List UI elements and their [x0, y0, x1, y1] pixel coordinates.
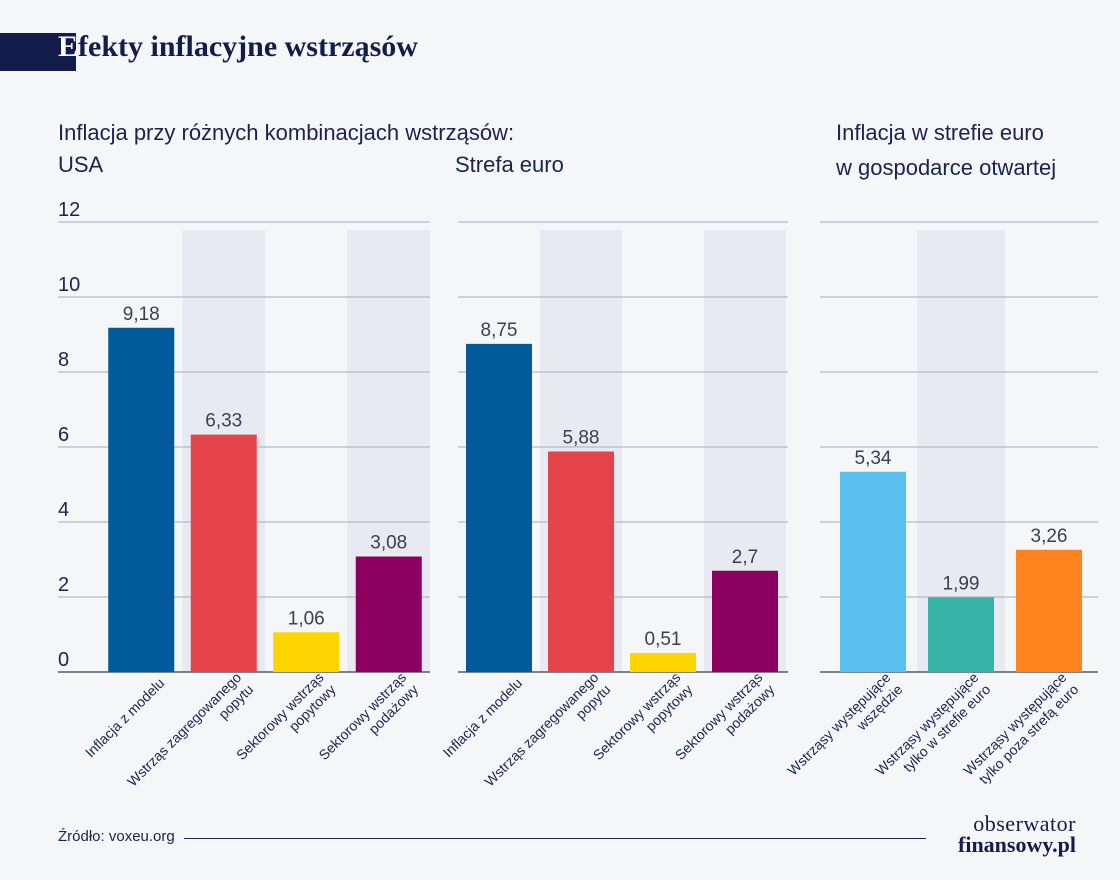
y-tick-label: 6: [58, 424, 69, 446]
bar: [928, 597, 994, 672]
y-tick-label: 4: [58, 499, 69, 521]
logo-line1: obserwator: [973, 811, 1076, 836]
page-title: Efekty inflacyjne wstrząsów: [58, 30, 418, 64]
category-label-line: tylko poza strefą euro: [976, 681, 1082, 787]
data-label: 1,06: [288, 608, 325, 629]
data-label: 3,26: [1031, 526, 1068, 547]
subtitle-right-line2: w gospodarce otwartej: [836, 155, 1057, 180]
title-band: [0, 33, 76, 71]
title-first-letter: E: [58, 30, 79, 63]
bar: [108, 327, 175, 672]
bar: [190, 434, 257, 672]
category-label-line: Wstrząs zagregowanego: [481, 669, 601, 789]
subtitle-right-line1: Inflacja w strefie euro: [836, 120, 1044, 145]
bar: [1016, 549, 1082, 672]
bar: [712, 570, 778, 672]
data-label: 3,08: [370, 533, 407, 554]
category-label-line: Wstrząs zagregowanego: [124, 669, 244, 789]
subtitle-euro: Strefa euro: [455, 152, 564, 177]
data-label: 0,51: [645, 629, 682, 650]
data-label: 2,7: [732, 547, 758, 568]
data-label: 8,75: [481, 320, 518, 341]
y-tick-label: 8: [58, 349, 69, 371]
subtitle-left: Inflacja przy różnych kombinacjach wstrz…: [58, 120, 515, 145]
bar: [273, 632, 340, 672]
y-tick-label: 0: [58, 649, 69, 671]
data-label: 1,99: [943, 573, 980, 594]
bar: [466, 343, 532, 672]
data-label: 5,88: [563, 428, 600, 449]
source-text: Źródło: voxeu.org: [58, 828, 175, 845]
data-label: 5,34: [855, 448, 892, 469]
bar: [355, 556, 422, 672]
y-tick-label: 12: [58, 199, 80, 221]
bar: [630, 652, 696, 672]
data-label: 9,18: [123, 304, 160, 325]
logo: obserwator finansowy.pl: [936, 811, 1076, 857]
logo-line2: finansowy.pl: [958, 832, 1076, 857]
data-label: 6,33: [205, 411, 242, 432]
y-tick-label: 10: [58, 274, 80, 296]
bar: [548, 451, 614, 672]
bar: [840, 471, 906, 672]
subtitle-usa: USA: [58, 152, 104, 177]
title-rest: fekty inflacyjne wstrząsów: [78, 30, 418, 63]
y-tick-label: 2: [58, 574, 69, 596]
source-divider: [184, 838, 926, 839]
